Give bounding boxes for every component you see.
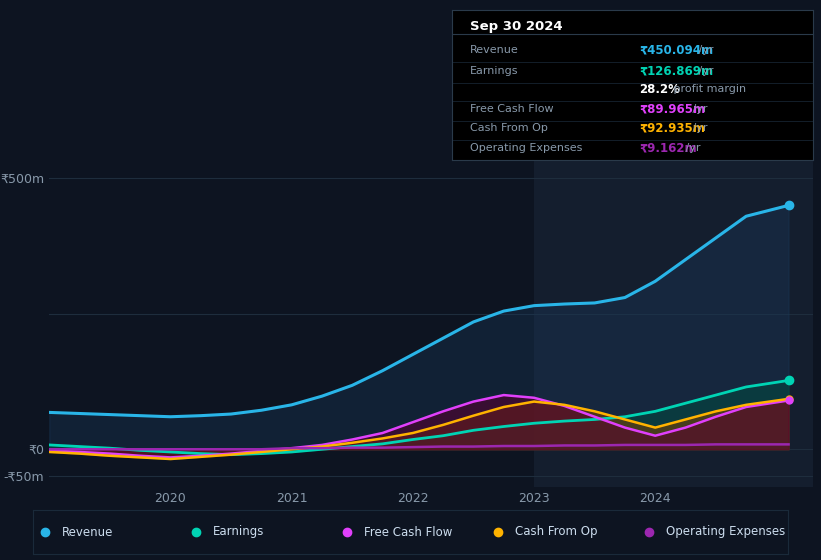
Text: Free Cash Flow: Free Cash Flow [470, 104, 553, 114]
Text: Cash From Op: Cash From Op [470, 123, 548, 133]
Text: ₹450.094m: ₹450.094m [640, 44, 713, 57]
Text: /yr: /yr [689, 104, 707, 114]
Text: /yr: /yr [682, 143, 701, 152]
Text: 28.2%: 28.2% [640, 82, 681, 96]
Text: Cash From Op: Cash From Op [515, 525, 597, 539]
Text: Sep 30 2024: Sep 30 2024 [470, 20, 562, 33]
Bar [534, 151, 813, 487]
Text: Earnings: Earnings [213, 525, 264, 539]
Text: /yr: /yr [689, 123, 707, 133]
Text: profit margin: profit margin [670, 84, 746, 94]
Text: Revenue: Revenue [470, 45, 518, 55]
Text: Revenue: Revenue [62, 525, 113, 539]
Text: Earnings: Earnings [470, 66, 518, 76]
Text: ₹9.162m: ₹9.162m [640, 141, 697, 154]
Text: ₹89.965m: ₹89.965m [640, 102, 705, 115]
Text: ₹92.935m: ₹92.935m [640, 122, 705, 134]
Text: Operating Expenses: Operating Expenses [470, 143, 582, 152]
Text: ₹126.869m: ₹126.869m [640, 64, 713, 77]
Text: Operating Expenses: Operating Expenses [666, 525, 785, 539]
Text: Free Cash Flow: Free Cash Flow [364, 525, 452, 539]
Text: /yr: /yr [695, 66, 713, 76]
Text: /yr: /yr [695, 45, 713, 55]
